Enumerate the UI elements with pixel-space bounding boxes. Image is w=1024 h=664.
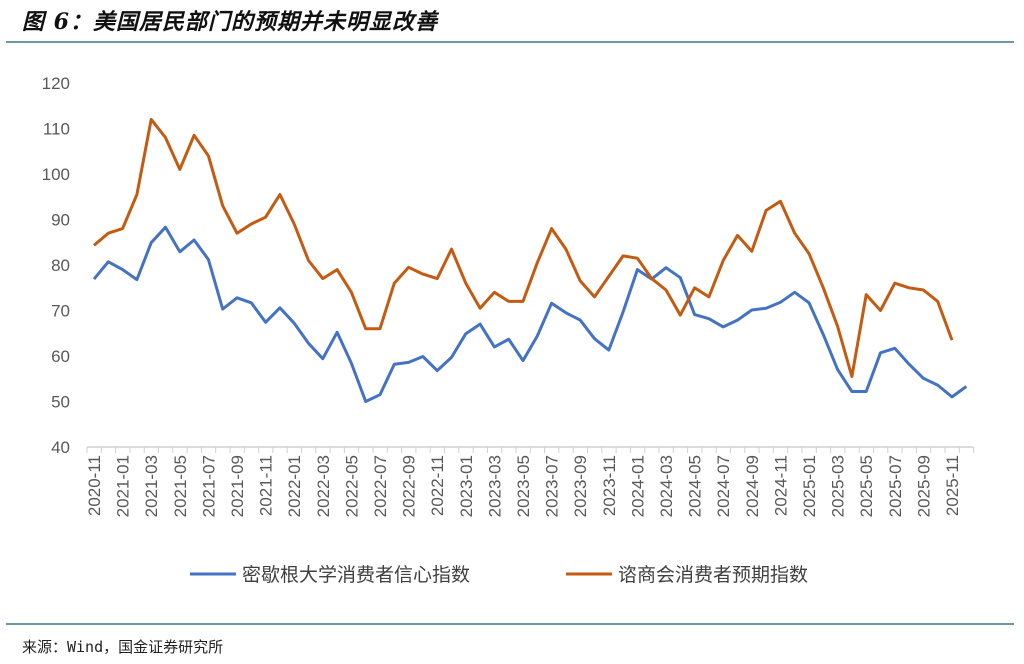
x-tick-label: 2023-07 (543, 455, 562, 517)
x-tick-label: 2022-07 (371, 455, 390, 517)
x-tick-label: 2023-09 (571, 455, 590, 517)
x-tick-label: 2025-03 (829, 455, 848, 517)
y-tick-label: 110 (43, 120, 70, 139)
x-tick-label: 2022-05 (342, 455, 361, 517)
y-tick-label: 50 (51, 393, 70, 412)
y-axis: 40 50 60 70 80 90 100 110 120 (42, 74, 70, 457)
legend: 密歇根大学消费者信心指数 谘商会消费者预期指数 (190, 564, 808, 586)
x-tick-label: 2022-11 (428, 455, 447, 516)
source-note: 来源：Wind，国金证券研究所 (22, 638, 224, 656)
x-tick-label: 2024-07 (714, 455, 733, 517)
legend-label-conference-board: 谘商会消费者预期指数 (618, 564, 808, 586)
x-tick-label: 2022-03 (314, 455, 333, 517)
x-tick-label: 2020-11 (85, 455, 104, 516)
x-tick-label: 2024-01 (628, 455, 647, 517)
x-tick-label: 2024-09 (743, 455, 762, 517)
y-tick-label: 60 (51, 347, 70, 366)
legend-label-michigan: 密歇根大学消费者信心指数 (242, 564, 470, 586)
x-tick-label: 2025-05 (857, 455, 876, 517)
x-tick-label: 2021-01 (114, 455, 133, 517)
x-tick-label: 2023-11 (600, 455, 619, 516)
x-tick-label: 2021-11 (257, 455, 276, 516)
x-tick-label: 2021-09 (228, 455, 247, 517)
series-line-0 (92, 225, 968, 403)
line-chart: 40 50 60 70 80 90 100 110 120 2020-11 2021-01 2021… (42, 74, 975, 586)
x-tick-label: 2022-01 (285, 455, 304, 517)
y-tick-label: 40 (51, 438, 70, 457)
figure-title: 图 6：美国居民部门的预期并未明显改善 (22, 9, 438, 35)
y-tick-label: 90 (51, 211, 70, 230)
y-tick-label: 70 (51, 302, 70, 321)
x-tick-label: 2025-11 (943, 455, 962, 516)
x-tick-label: 2025-07 (886, 455, 905, 517)
y-tick-label: 120 (42, 74, 70, 93)
x-tick-label: 2022-09 (400, 455, 419, 517)
x-tick-label: 2025-09 (914, 455, 933, 517)
y-tick-label: 100 (42, 165, 70, 184)
x-tick-label: 2024-11 (771, 455, 790, 516)
x-tick-label: 2025-01 (800, 455, 819, 517)
x-tick-label: 2024-05 (686, 455, 705, 517)
y-tick-label: 80 (51, 256, 70, 275)
x-tick-label: 2021-03 (142, 455, 161, 517)
source-divider (6, 623, 1014, 625)
x-tick-label: 2023-01 (457, 455, 476, 517)
x-axis: 2020-11 2021-01 2021-03 2021-05 2021-07 2021-… (85, 446, 975, 517)
series-lines (92, 117, 968, 403)
x-tick-label: 2023-05 (514, 455, 533, 517)
x-tick-label: 2021-07 (199, 455, 218, 517)
x-tick-label: 2021-05 (171, 455, 190, 517)
title-divider (6, 41, 1014, 43)
x-tick-label: 2023-03 (485, 455, 504, 517)
x-tick-label: 2024-03 (657, 455, 676, 517)
